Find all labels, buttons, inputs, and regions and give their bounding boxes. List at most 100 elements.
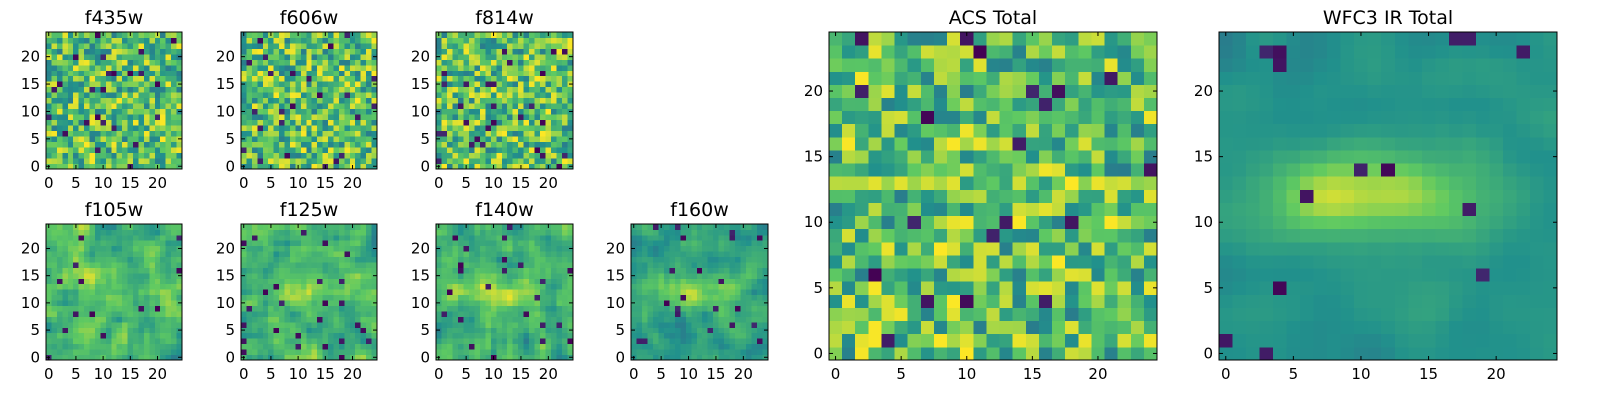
- heatmap-cell: [355, 125, 362, 132]
- heatmap-cell: [94, 64, 101, 71]
- heatmap-cell: [371, 114, 378, 121]
- heatmap-cell: [718, 262, 725, 268]
- heatmap-cell: [1130, 307, 1145, 322]
- heatmap-cell: [262, 158, 269, 164]
- heatmap-cell: [446, 234, 453, 241]
- heatmap-cell: [647, 283, 654, 290]
- heatmap-cell: [251, 305, 258, 312]
- heatmap-cell: [176, 130, 183, 137]
- heatmap-cell: [446, 262, 453, 268]
- heatmap-cell: [479, 354, 486, 361]
- heatmap-cell: [360, 32, 367, 38]
- heatmap-cell: [268, 70, 275, 77]
- heatmap-cell: [171, 37, 177, 44]
- heatmap-cell: [333, 251, 340, 258]
- heatmap-cell: [67, 48, 74, 55]
- heatmap-cell: [84, 70, 90, 77]
- heatmap-cell: [78, 163, 85, 170]
- heatmap-cell: [669, 245, 676, 252]
- heatmap-cell: [907, 163, 922, 177]
- heatmap-cell: [446, 354, 453, 361]
- heatmap-cell: [105, 262, 112, 268]
- heatmap-cell: [762, 294, 769, 301]
- heatmap-cell: [534, 251, 541, 258]
- heatmap-cell: [441, 163, 448, 170]
- heatmap-cell: [518, 262, 525, 268]
- heatmap-cell: [556, 92, 563, 99]
- heatmap-cell: [349, 338, 356, 345]
- heatmap-cell: [279, 305, 285, 312]
- heatmap-cell: [474, 272, 481, 279]
- heatmap-cell: [56, 125, 63, 132]
- heatmap-cell: [496, 245, 503, 252]
- heatmap-cell: [518, 338, 525, 345]
- heatmap-cell: [349, 294, 356, 301]
- heatmap-cell: [355, 251, 362, 258]
- heatmap-cell: [122, 305, 128, 312]
- heatmap-cell: [176, 321, 183, 328]
- heatmap-cell: [349, 245, 356, 252]
- heatmap-cell: [344, 108, 351, 115]
- heatmap-cell: [674, 229, 681, 236]
- heatmap-cell: [518, 283, 525, 290]
- heatmap-cell: [534, 114, 541, 121]
- heatmap-cell: [740, 256, 747, 263]
- heatmap-cell: [133, 70, 139, 77]
- heatmap-cell: [165, 64, 172, 71]
- heatmap-cell: [344, 114, 351, 121]
- heatmap-cell: [333, 349, 340, 355]
- heatmap-cell: [534, 327, 541, 334]
- heatmap-cell: [284, 141, 291, 148]
- heatmap-cell: [84, 262, 90, 268]
- heatmap-cell: [143, 267, 150, 274]
- heatmap-cell: [636, 245, 643, 252]
- heatmap-cell: [1091, 176, 1105, 190]
- heatmap-cell: [251, 37, 258, 44]
- heatmap-cell: [67, 327, 74, 334]
- heatmap-cell: [322, 53, 329, 60]
- heatmap-cell: [551, 240, 557, 247]
- heatmap-cell: [366, 86, 372, 93]
- heatmap-cell: [1143, 228, 1158, 243]
- heatmap-cell: [1091, 333, 1105, 348]
- heatmap-cell: [138, 152, 145, 159]
- heatmap-cell: [468, 251, 475, 258]
- heatmap-cell: [160, 48, 167, 55]
- heatmap-cell: [122, 97, 128, 104]
- heatmap-cell: [149, 37, 156, 44]
- heatmap-cell: [143, 130, 150, 137]
- heatmap-cell: [920, 281, 935, 295]
- heatmap-cell: [479, 305, 486, 312]
- heatmap-cell: [100, 343, 107, 350]
- heatmap-cell: [512, 283, 519, 290]
- heatmap-cell: [143, 311, 150, 317]
- heatmap-cell: [441, 103, 448, 110]
- heatmap-cell: [306, 163, 313, 170]
- heatmap-cell: [279, 37, 285, 44]
- heatmap-cell: [446, 53, 453, 60]
- heatmap-cell: [62, 103, 69, 110]
- heatmap-cell: [463, 343, 470, 350]
- heatmap-cell: [165, 321, 172, 328]
- heatmap-cell: [149, 267, 156, 274]
- heatmap-cell: [490, 64, 497, 71]
- heatmap-cell: [311, 245, 318, 252]
- heatmap-cell: [496, 332, 503, 339]
- heatmap-cell: [751, 311, 758, 317]
- heatmap-cell: [973, 228, 987, 243]
- heatmap-cell: [138, 119, 145, 126]
- heatmap-cell: [718, 349, 725, 355]
- heatmap-cell: [171, 70, 177, 77]
- heatmap-cell: [529, 152, 536, 159]
- heatmap-cells: [241, 224, 378, 361]
- heatmap-cell: [556, 240, 563, 247]
- heatmap-cell: [933, 268, 948, 282]
- heatmap-cell: [446, 294, 453, 301]
- heatmap-cell: [457, 321, 464, 328]
- heatmap-cell: [518, 321, 525, 328]
- heatmap-cell: [127, 114, 134, 121]
- heatmap-cell: [490, 152, 497, 159]
- heatmap-cell: [268, 272, 275, 279]
- heatmap-cell: [279, 300, 285, 306]
- heatmap-cell: [507, 103, 514, 110]
